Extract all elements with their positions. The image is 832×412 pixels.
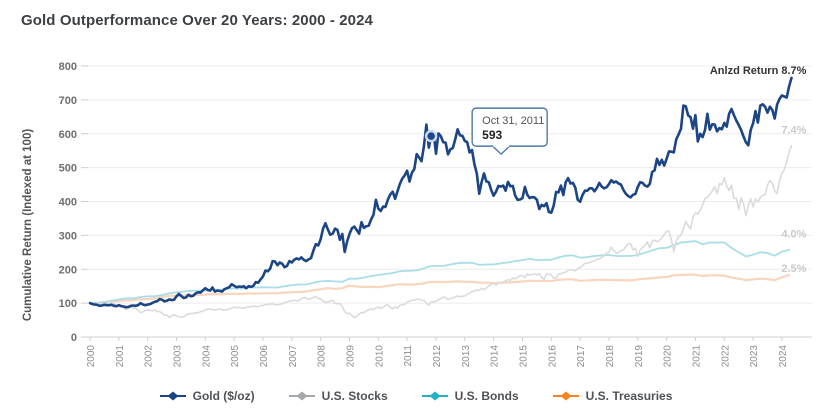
tooltip-pointer: [491, 145, 511, 155]
legend-label: U.S. Stocks: [321, 389, 388, 403]
legend-item-us-bonds[interactable]: U.S. Bonds: [421, 389, 519, 403]
x-tick-label: 2021: [691, 345, 702, 368]
legend-item-us-treasuries[interactable]: U.S. Treasuries: [552, 389, 673, 403]
x-tick-label: 2004: [201, 345, 212, 368]
legend-label: U.S. Treasuries: [585, 389, 673, 403]
chart-title: Gold Outperformance Over 20 Years: 2000 …: [21, 12, 373, 29]
series-return-label: 4.0%: [781, 228, 806, 240]
highlight-marker[interactable]: [424, 129, 438, 143]
x-tick-label: 2014: [490, 345, 501, 368]
series-return-label: 2.5%: [781, 263, 806, 275]
tooltip-date: Oct 31, 2011: [482, 115, 544, 127]
us-treasuries-legend-marker-icon: [552, 391, 579, 401]
gold-legend-marker-icon: [159, 391, 186, 401]
annualized-return-label: Anlzd Return 8.7%: [710, 65, 807, 77]
legend-label: U.S. Bonds: [454, 389, 519, 403]
us-stocks-legend-marker-icon: [288, 391, 315, 401]
y-tick-label: 0: [71, 332, 77, 344]
us-stocks-line: [89, 144, 793, 319]
x-tick-label: 2022: [720, 345, 731, 368]
y-tick-label: 500: [59, 163, 77, 175]
y-tick-label: 400: [59, 197, 77, 209]
legend-label: Gold ($/oz): [192, 389, 255, 403]
legend-item-gold[interactable]: Gold ($/oz): [159, 389, 255, 403]
x-tick-label: 2002: [144, 345, 155, 368]
x-tick-label: 2017: [576, 345, 587, 368]
chart-canvas[interactable]: 0 100 200 300 400 500 600 700 800 2000 2001 2002 200…: [0, 45, 832, 380]
x-tick-label: 2019: [634, 345, 645, 368]
us-treasuries-line: [88, 273, 791, 305]
gold-line: [88, 76, 793, 309]
x-tick-label: 2011: [403, 345, 414, 367]
x-tick-label: 2020: [663, 345, 674, 368]
us-bonds-legend-marker-icon: [421, 391, 448, 401]
y-tick-label: 300: [59, 230, 77, 242]
x-tick-label: 2001: [115, 345, 126, 368]
y-tick-label: 600: [59, 129, 77, 141]
x-tick-label: 2005: [230, 345, 241, 368]
x-tick-label: 2024: [778, 345, 789, 368]
y-tick-label: 800: [59, 61, 77, 73]
x-tick-label: 2008: [317, 345, 328, 368]
y-tick-label: 100: [59, 298, 77, 310]
x-tick-label: 2013: [461, 345, 472, 368]
x-tick-label: 2012: [432, 345, 443, 368]
y-tick-label: 700: [59, 95, 77, 107]
tooltip-value: 593: [482, 128, 502, 142]
y-tick-label: 200: [59, 264, 77, 276]
x-tick-label: 2000: [86, 345, 97, 368]
x-tick-label: 2006: [259, 345, 270, 368]
y-axis-title: Cumulative Return (Indexed at 100): [22, 129, 34, 322]
x-tick-label: 2016: [547, 345, 558, 368]
x-tick-label: 2023: [749, 345, 760, 368]
x-tick-label: 2003: [172, 345, 183, 368]
x-tick-label: 2007: [288, 345, 299, 368]
x-tick-label: 2009: [345, 345, 356, 368]
x-tick-label: 2018: [605, 345, 616, 368]
series-return-label: 7.4%: [781, 125, 806, 137]
chart-legend: Gold ($/oz) U.S. Stocks U.S. Bonds U.S. Tre…: [0, 380, 832, 412]
x-tick-label: 2015: [518, 345, 529, 368]
x-tick-label: 2010: [374, 345, 385, 368]
legend-item-us-stocks[interactable]: U.S. Stocks: [288, 389, 388, 403]
